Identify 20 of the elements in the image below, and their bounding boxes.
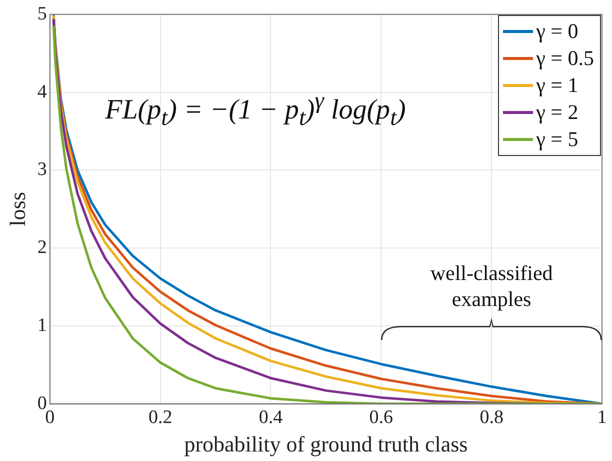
y-tick-label: 3 xyxy=(37,159,47,180)
x-tick-label: 0.6 xyxy=(369,407,394,428)
y-tick-label: 0 xyxy=(37,392,47,414)
legend-label: γ = 0 xyxy=(536,18,578,46)
legend-label: γ = 5 xyxy=(536,126,578,154)
y-tick-label: 5 xyxy=(37,3,47,24)
y-axis-title: loss xyxy=(4,192,30,226)
x-tick-label: 1 xyxy=(597,407,607,428)
legend-label: γ = 2 xyxy=(536,99,578,126)
y-tick-label: 4 xyxy=(37,81,48,102)
x-tick-label: 0.4 xyxy=(258,407,284,428)
x-tick-label: 0.8 xyxy=(480,407,504,428)
x-axis-title: probability of ground truth class xyxy=(184,432,468,457)
y-tick-label: 2 xyxy=(37,237,47,258)
annotation: well-classified examples xyxy=(429,260,554,312)
text: FL(p$_{t}$) = −(1 − p$_{t}$)$^{γ}$ log(p$_{t}$) xyxy=(105,88,406,132)
x-tick-label: 0.2 xyxy=(148,407,172,428)
legend-label: γ = 0.5 xyxy=(536,45,594,72)
y-tick-label: 1 xyxy=(37,314,47,336)
legend-label: γ = 1 xyxy=(536,72,578,100)
